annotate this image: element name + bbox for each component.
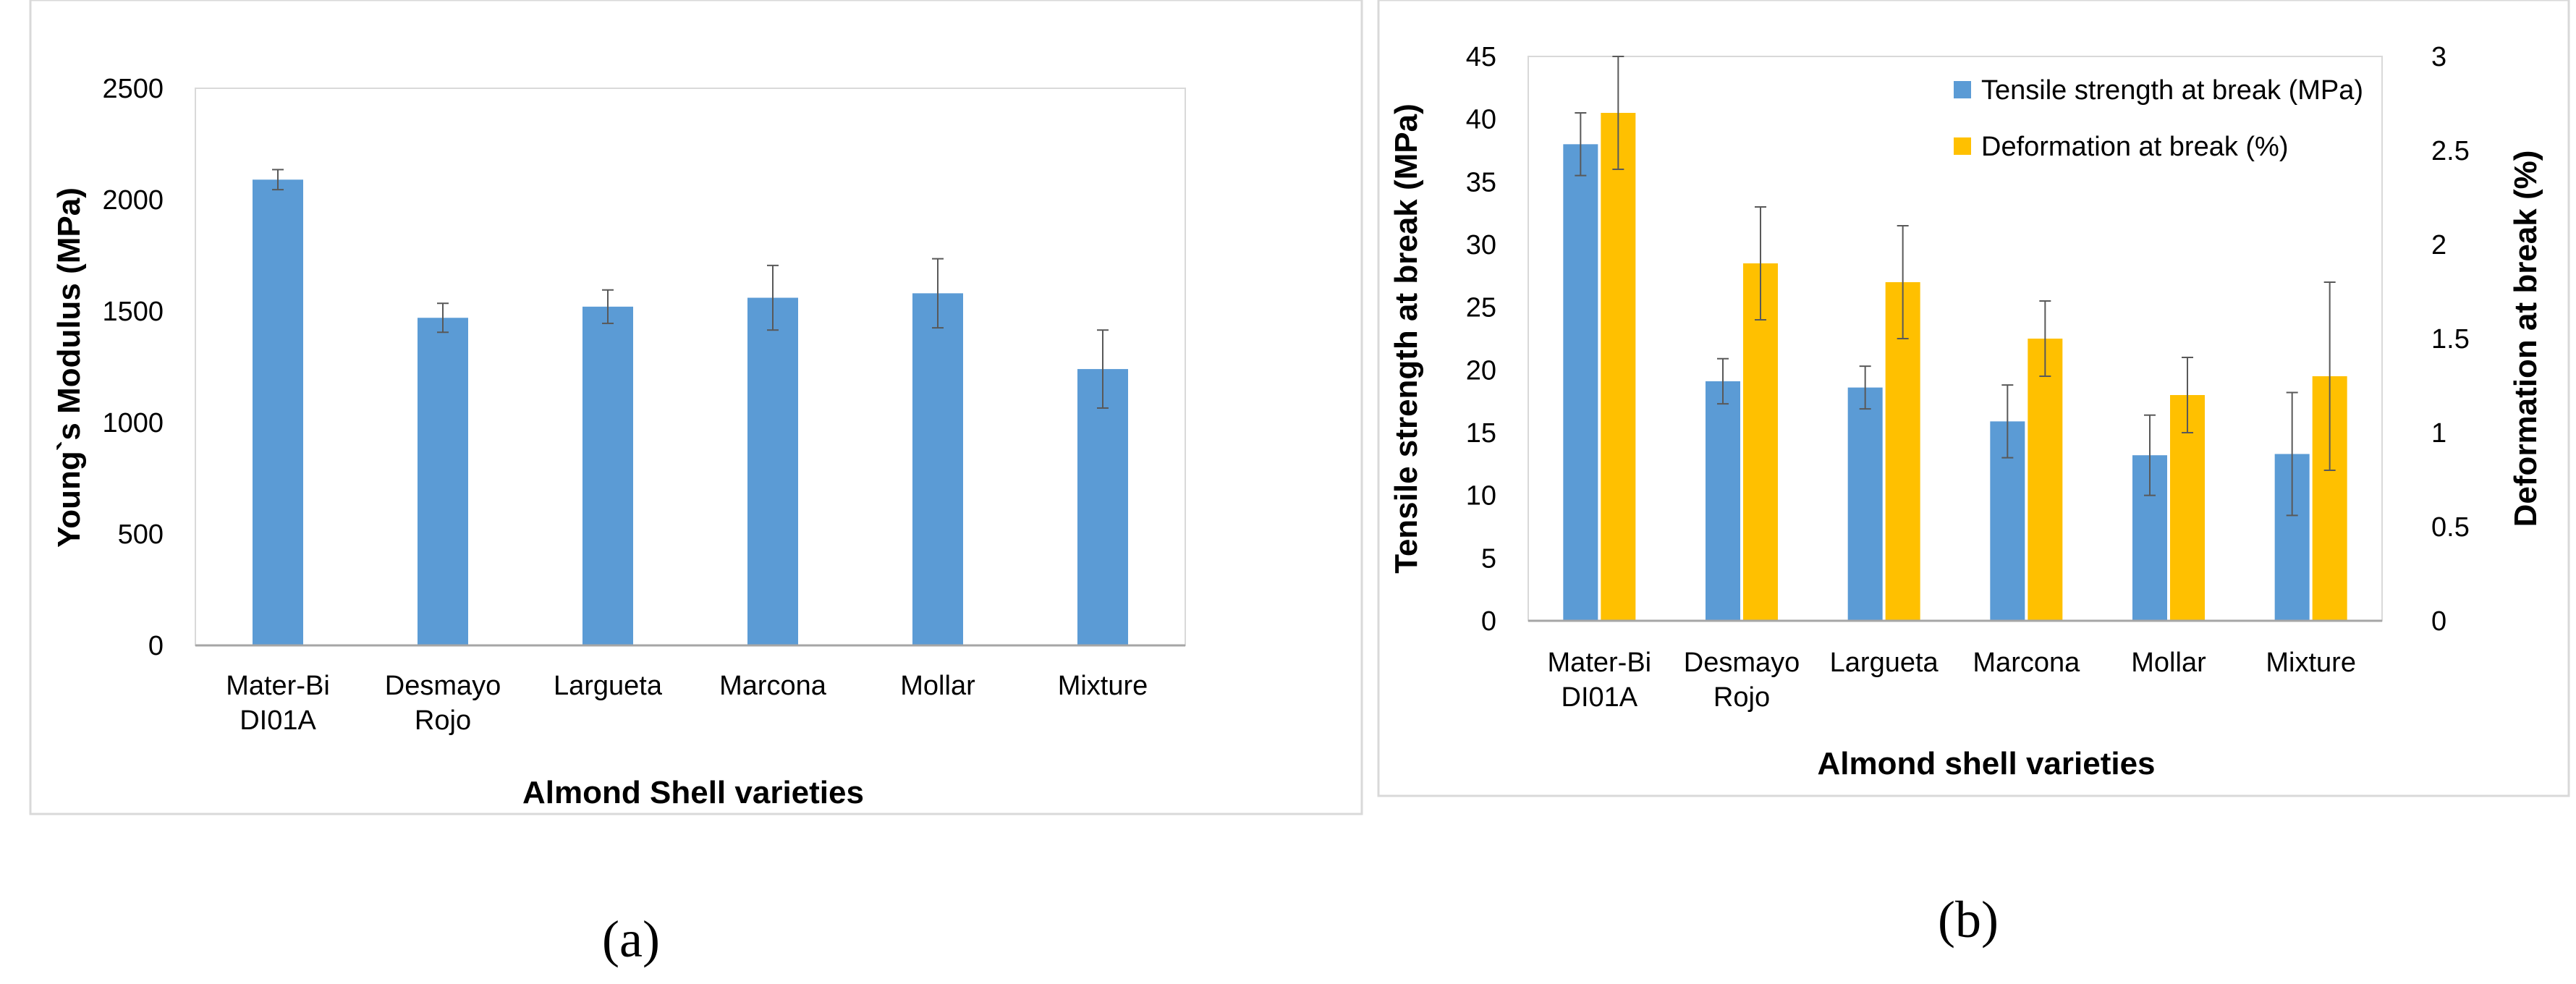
chart-a-y-tick-label: 2000 xyxy=(102,185,164,216)
chart-a-y-ticks: 0 500 1000 1500 2000 2500 xyxy=(102,74,164,661)
chart-a-bar xyxy=(912,293,963,645)
chart-a-error-bar xyxy=(932,258,944,329)
chart-b-x-tick-label: Desmayo xyxy=(1684,648,1800,678)
chart-b-y2-tick-label: 1 xyxy=(2431,418,2446,449)
chart-b-y2-tick-label: 0 xyxy=(2431,606,2446,637)
chart-a-y-axis-title: Young`s Modulus (MPa) xyxy=(51,187,87,548)
chart-b-bar-deformation xyxy=(1743,263,1778,621)
chart-a-x-tick-label: Mater-Bi xyxy=(226,671,330,701)
chart-b-bars xyxy=(1563,113,2347,622)
chart-b-y2-tick-label: 2 xyxy=(2431,230,2446,260)
chart-a-x-tick-label: Marcona xyxy=(719,671,827,701)
chart-b-y-tick-label: 0 xyxy=(1481,606,1496,637)
chart-a-x-tick-label: Desmayo xyxy=(385,671,501,701)
chart-b-error-bar xyxy=(2323,281,2336,471)
chart-b-error-bar xyxy=(1575,112,1587,177)
legend-swatch-tensile xyxy=(1954,81,1971,98)
chart-a-x-tick-label: Largueta xyxy=(554,671,663,701)
chart-a-y-tick-label: 0 xyxy=(148,631,164,661)
chart-b-error-bar xyxy=(2001,384,2014,459)
chart-b-y-axis-title: Tensile strength at break (MPa) xyxy=(1389,103,1424,574)
chart-b-x-tick-label: Rojo xyxy=(1713,682,1770,713)
chart-a-bar xyxy=(418,318,468,645)
chart-b-x-tick-label: DI01A xyxy=(1562,682,1638,713)
legend-label-deformation: Deformation at break (%) xyxy=(1981,132,2289,162)
chart-a-bar xyxy=(253,179,303,645)
legend-label-tensile: Tensile strength at break (MPa) xyxy=(1981,75,2363,106)
chart-b-y-tick-label: 25 xyxy=(1466,293,1496,323)
chart-b-error-bar xyxy=(1755,206,1766,321)
chart-b-error-bar xyxy=(1897,225,1909,339)
chart-b-bar-tensile xyxy=(1847,387,1883,621)
chart-b-y-tick-label: 5 xyxy=(1481,543,1496,574)
chart-a-error-bar xyxy=(1097,329,1109,409)
chart-b-x-tick-label: Marcona xyxy=(1973,648,2080,678)
chart-a-y-tick-label: 1500 xyxy=(102,297,164,327)
panel-label-a: (a) xyxy=(602,910,660,968)
chart-b-error-bar xyxy=(1717,357,1729,405)
chart-b-y-tick-label: 35 xyxy=(1466,167,1496,198)
chart-a-y-tick-label: 500 xyxy=(118,519,164,550)
chart-b-y2-axis-title: Deformation at break (%) xyxy=(2508,150,2543,527)
chart-b-error-bars xyxy=(1575,56,2336,517)
chart-a-error-bar xyxy=(767,264,779,331)
chart-b-error-bar xyxy=(2182,357,2193,433)
chart-b-bar-deformation xyxy=(2028,339,2063,621)
chart-b-y-tick-label: 15 xyxy=(1466,418,1496,449)
panel-label-b: (b) xyxy=(1938,891,1999,949)
chart-a-x-tick-label: Mixture xyxy=(1058,671,1148,701)
chart-b-y2-ticks: 0 0.5 1 1.5 2 2.5 3 xyxy=(2431,42,2470,637)
chart-b-x-axis-title: Almond shell varieties xyxy=(1817,746,2155,781)
chart-a-error-bar xyxy=(602,289,614,324)
chart-b-error-bar xyxy=(2286,391,2298,517)
chart-a-bar xyxy=(1077,369,1128,645)
chart-b-bar-deformation xyxy=(1601,113,1636,621)
chart-b: 0 5 10 15 20 25 30 35 40 45 0 0.5 1 1.5 2 2.5 3 Mater-B… xyxy=(1377,0,2570,797)
chart-b-x-tick-label: Mixture xyxy=(2266,648,2356,678)
chart-a-bar xyxy=(747,297,798,645)
chart-a: 0 500 1000 1500 2000 2500 Mater-Bi DI01A Desmay… xyxy=(29,0,1363,815)
chart-b-error-bar xyxy=(2039,300,2051,377)
chart-a-y-tick-label: 1000 xyxy=(102,408,164,438)
chart-a-bars xyxy=(253,179,1128,645)
chart-b-y-tick-label: 40 xyxy=(1466,105,1496,135)
chart-a-x-axis-title: Almond Shell varieties xyxy=(522,775,864,810)
chart-a-bar xyxy=(582,306,633,645)
chart-b-y-tick-label: 30 xyxy=(1466,230,1496,260)
chart-b-bar-tensile xyxy=(1563,144,1598,622)
chart-b-x-ticks: Mater-Bi DI01A Desmayo Rojo Largueta Marcona M… xyxy=(1548,648,2356,713)
chart-b-y2-tick-label: 1.5 xyxy=(2431,324,2470,355)
chart-b-bar-tensile xyxy=(1706,381,1740,621)
chart-a-error-bar xyxy=(437,302,449,334)
chart-a-x-tick-label: Rojo xyxy=(415,705,471,736)
chart-a-error-bar xyxy=(272,169,284,191)
chart-b-x-tick-label: Mollar xyxy=(2131,648,2206,678)
chart-a-frame xyxy=(29,0,1363,815)
chart-a-x-tick-label: DI01A xyxy=(240,705,316,736)
chart-b-x-tick-label: Largueta xyxy=(1830,648,1939,678)
chart-a-x-ticks: Mater-Bi DI01A Desmayo Rojo Largueta Marcona M… xyxy=(226,671,1148,736)
chart-b-y2-tick-label: 3 xyxy=(2431,42,2446,72)
chart-b-error-bar xyxy=(1612,56,1624,170)
chart-b-y2-tick-label: 0.5 xyxy=(2431,512,2470,543)
chart-a-x-tick-label: Mollar xyxy=(900,671,975,701)
chart-a-error-bars xyxy=(272,169,1109,409)
chart-b-legend: Tensile strength at break (MPa) Deformat… xyxy=(1954,75,2363,162)
legend-swatch-deformation xyxy=(1954,137,1971,155)
chart-b-x-tick-label: Mater-Bi xyxy=(1548,648,1652,678)
chart-b-error-bar xyxy=(1859,365,1871,410)
chart-b-y-tick-label: 10 xyxy=(1466,481,1496,512)
chart-b-error-bar xyxy=(2144,414,2156,496)
chart-b-y-tick-label: 45 xyxy=(1466,42,1496,72)
chart-b-y-ticks: 0 5 10 15 20 25 30 35 40 45 xyxy=(1466,42,1496,637)
chart-b-y-tick-label: 20 xyxy=(1466,355,1496,386)
chart-b-y2-tick-label: 2.5 xyxy=(2431,136,2470,166)
chart-a-y-tick-label: 2500 xyxy=(102,74,164,104)
